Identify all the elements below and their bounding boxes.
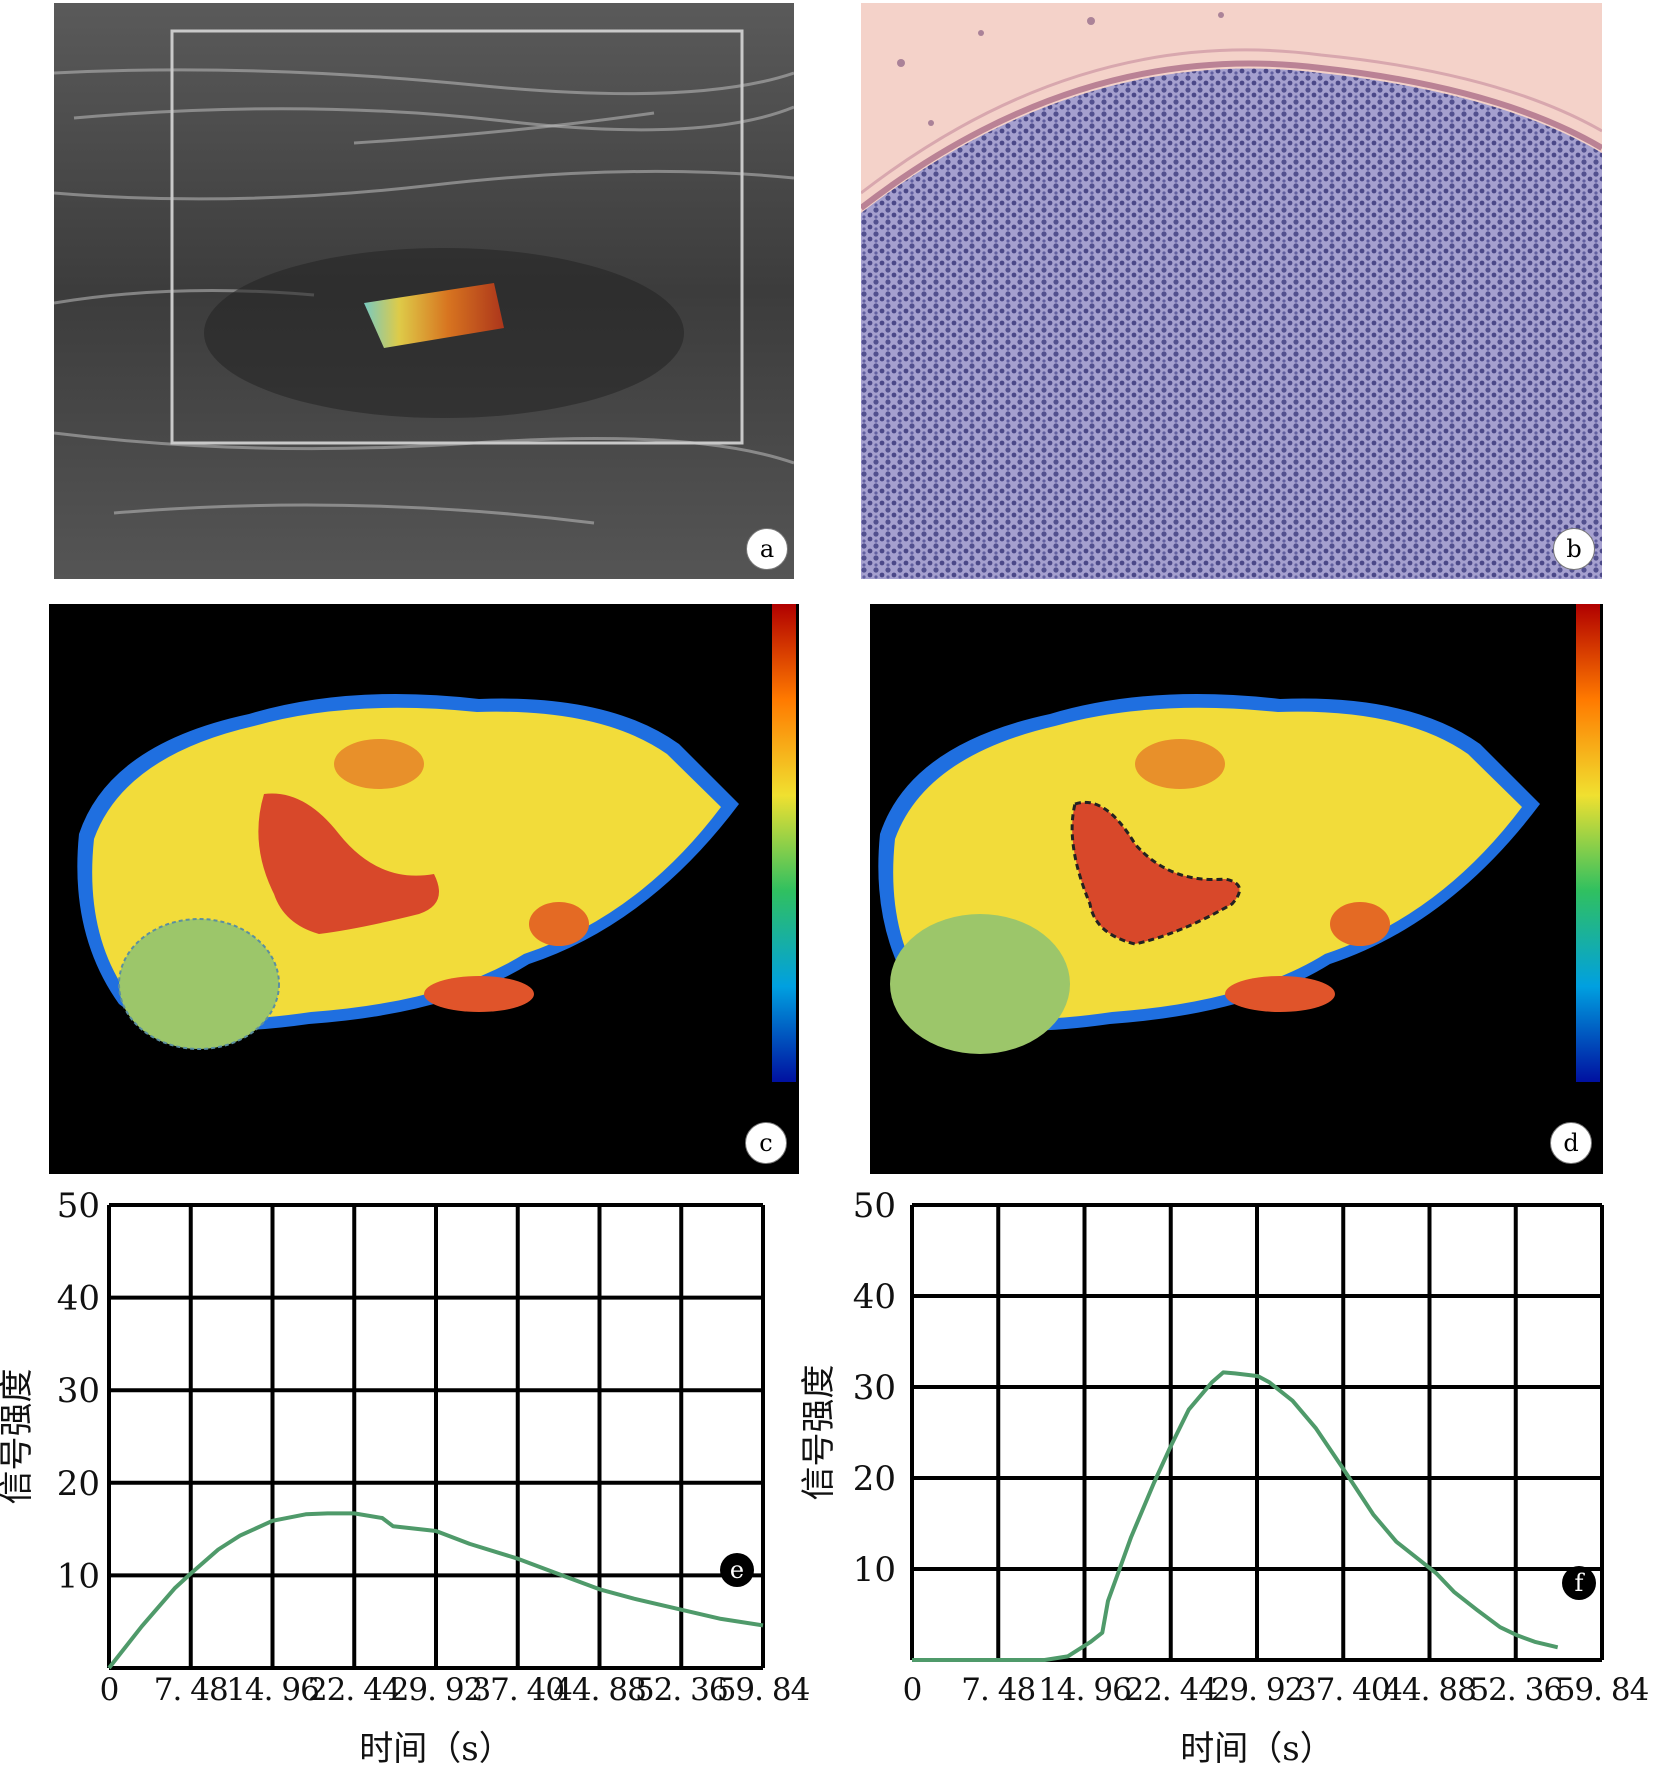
y-tick-label: 30 [57,1371,100,1411]
series-line [107,1511,764,1670]
y-tick-label: 20 [57,1464,100,1504]
panel-label-c: c [745,1122,787,1164]
x-tick-label: 14. 96 [1038,1672,1131,1708]
panel-d-perfusion-map: d [870,604,1603,1174]
panel-a-ultrasound: a [54,3,794,579]
perfusion-map-roi-image [878,604,1600,1082]
chart-e: 10 20 30 40 50 0 7. 48 14. 96 22. 44 29. 92 37. 40… [0,1186,820,1776]
x-tick-label: 59. 84 [1556,1672,1649,1708]
x-tick-label: 29. 92 [1211,1672,1304,1708]
ultrasound-image [54,3,794,579]
y-tick-label: 10 [57,1556,100,1596]
x-tick-label: 29. 92 [390,1672,483,1708]
x-tick-label: 37. 40 [471,1672,564,1708]
x-tick-label: 44. 88 [1383,1672,1476,1708]
y-tick-label: 50 [853,1190,896,1226]
y-tick-label: 10 [853,1550,896,1590]
histology-image [861,3,1602,579]
y-tick-label: 40 [853,1277,896,1317]
x-tick-label: 37. 40 [1297,1672,1390,1708]
y-tick-label: 50 [57,1190,100,1226]
panel-label-e: e [720,1553,754,1587]
x-tick-label: 52. 36 [635,1672,728,1708]
x-axis-label: 时间（s） [1180,1729,1333,1769]
x-tick-label: 0 [100,1672,119,1708]
panel-c-perfusion-map: c [49,604,799,1174]
x-tick-label: 22. 44 [308,1672,401,1708]
y-axis-label: 信号强度 [800,1365,839,1501]
x-tick-label: 14. 96 [226,1672,319,1708]
chart-f: 10 20 30 40 50 0 7. 48 14. 96 22. 44 29. 92 37. 40… [799,1186,1655,1776]
x-tick-label: 22. 44 [1124,1672,1217,1708]
panel-label-f: f [1562,1566,1596,1600]
x-tick-label: 59. 84 [717,1672,810,1708]
x-tick-label: 7. 48 [154,1672,228,1708]
x-tick-label: 44. 88 [553,1672,646,1708]
x-axis-label: 时间（s） [359,1729,512,1769]
series-line [912,1370,1559,1662]
x-tick-label: 52. 36 [1469,1672,1562,1708]
y-tick-label: 30 [853,1368,896,1408]
panel-b-histology: b [861,3,1602,579]
panel-label-d: d [1550,1122,1592,1164]
perfusion-map-image [77,604,796,1082]
x-tick-label: 0 [903,1672,922,1708]
y-tick-label: 20 [853,1459,896,1499]
x-tick-label: 7. 48 [961,1672,1035,1708]
y-axis-label: 信号强度 [0,1369,37,1505]
panel-label-b: b [1553,528,1595,570]
y-tick-label: 40 [57,1279,100,1319]
panel-label-a: a [746,528,788,570]
